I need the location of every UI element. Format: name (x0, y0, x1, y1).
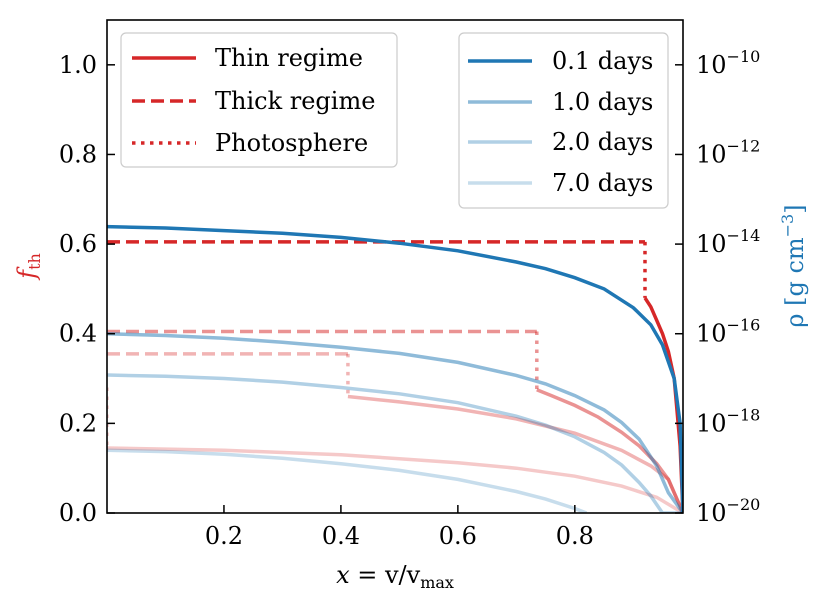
y-left-tick-label-4: 0.8 (59, 140, 97, 168)
y-right-axis-label-text: ρ [g cm (781, 237, 809, 328)
y-left-axis-label-sub: th (25, 253, 44, 270)
y-right-tick-exponent-0: −20 (727, 495, 761, 514)
y-right-tick-label-3: 10−14 (696, 226, 760, 258)
x-axis-label-eq: = v/v (350, 561, 421, 589)
plot-frame (106, 19, 684, 514)
y-left-tick-label-0: 0.0 (59, 499, 97, 527)
legend-rho: 0.1 days 1.0 days 2.0 days 7.0 days (458, 32, 669, 209)
y-right-tick-base-0: 10 (696, 499, 727, 527)
rho-line-1 (107, 331, 683, 513)
x-tick-label-1: 0.4 (322, 522, 360, 550)
rho-line-0 (107, 224, 683, 513)
axes: 0.2 0.4 0.6 0.80.00.20.40.60.81.010−2010−18… (59, 47, 760, 550)
x-tick-label-3: 0.8 (556, 522, 594, 550)
plot-area (107, 224, 683, 513)
y-right-tick-exponent-2: −16 (727, 316, 761, 335)
x-axis-label-sub: max (420, 573, 454, 592)
y-right-tick-exponent-3: −14 (727, 226, 761, 245)
legend-rho-label-3: 7.0 days (552, 169, 653, 197)
x-tick-label-0: 0.2 (205, 522, 243, 550)
y-left-tick-label-1: 0.2 (59, 409, 97, 437)
y-right-axis-label: ρ [g cm−3] (778, 204, 809, 327)
y-right-tick-exponent-4: −12 (727, 136, 761, 155)
x-axis-label-var: x (336, 561, 350, 589)
y-left-tick-label-3: 0.6 (59, 230, 97, 258)
y-right-tick-base-4: 10 (696, 140, 727, 168)
y-right-axis-label-close: ] (781, 204, 809, 213)
legend-rho-box (458, 32, 669, 209)
x-tick-label-2: 0.6 (439, 522, 477, 550)
fth-thin-line-2 (347, 394, 683, 513)
legend-fth-box (120, 32, 398, 168)
y-left-axis-label: fth (13, 253, 44, 281)
fth-thin-line-3 (107, 446, 683, 513)
legend-rho-label-2: 2.0 days (552, 128, 653, 156)
legend-fth-thin-label: Thin regime (215, 44, 363, 72)
y-right-tick-label-2: 10−16 (696, 316, 760, 348)
y-right-tick-base-2: 10 (696, 320, 727, 348)
legend-rho-label-1: 1.0 days (552, 88, 653, 116)
y-right-tick-base-3: 10 (696, 230, 727, 258)
y-right-tick-label-5: 10−10 (696, 47, 760, 79)
y-right-tick-label-1: 10−18 (696, 405, 760, 437)
legend-rho-label-0: 0.1 days (552, 47, 653, 75)
legend-fth-thick-label: Thick regime (215, 87, 375, 115)
x-axis-label: x = v/vmax (336, 561, 454, 592)
y-right-tick-base-1: 10 (696, 409, 727, 437)
y-left-tick-label-5: 1.0 (59, 51, 97, 79)
rho-line-3 (107, 448, 588, 513)
y-right-tick-base-5: 10 (696, 51, 727, 79)
y-right-tick-exponent-5: −10 (727, 47, 761, 66)
y-right-tick-label-0: 10−20 (696, 495, 760, 527)
y-left-tick-label-2: 0.4 (59, 320, 97, 348)
fth-thin-line-1 (536, 388, 683, 513)
y-right-tick-label-4: 10−12 (696, 136, 760, 168)
y-right-tick-exponent-1: −18 (727, 405, 761, 424)
rho-line-2 (107, 373, 683, 513)
y-right-axis-label-sup: −3 (778, 214, 797, 238)
legend-fth-photosphere-label: Photosphere (215, 129, 368, 157)
legend-fth: Thin regime Thick regime Photosphere (120, 32, 398, 168)
